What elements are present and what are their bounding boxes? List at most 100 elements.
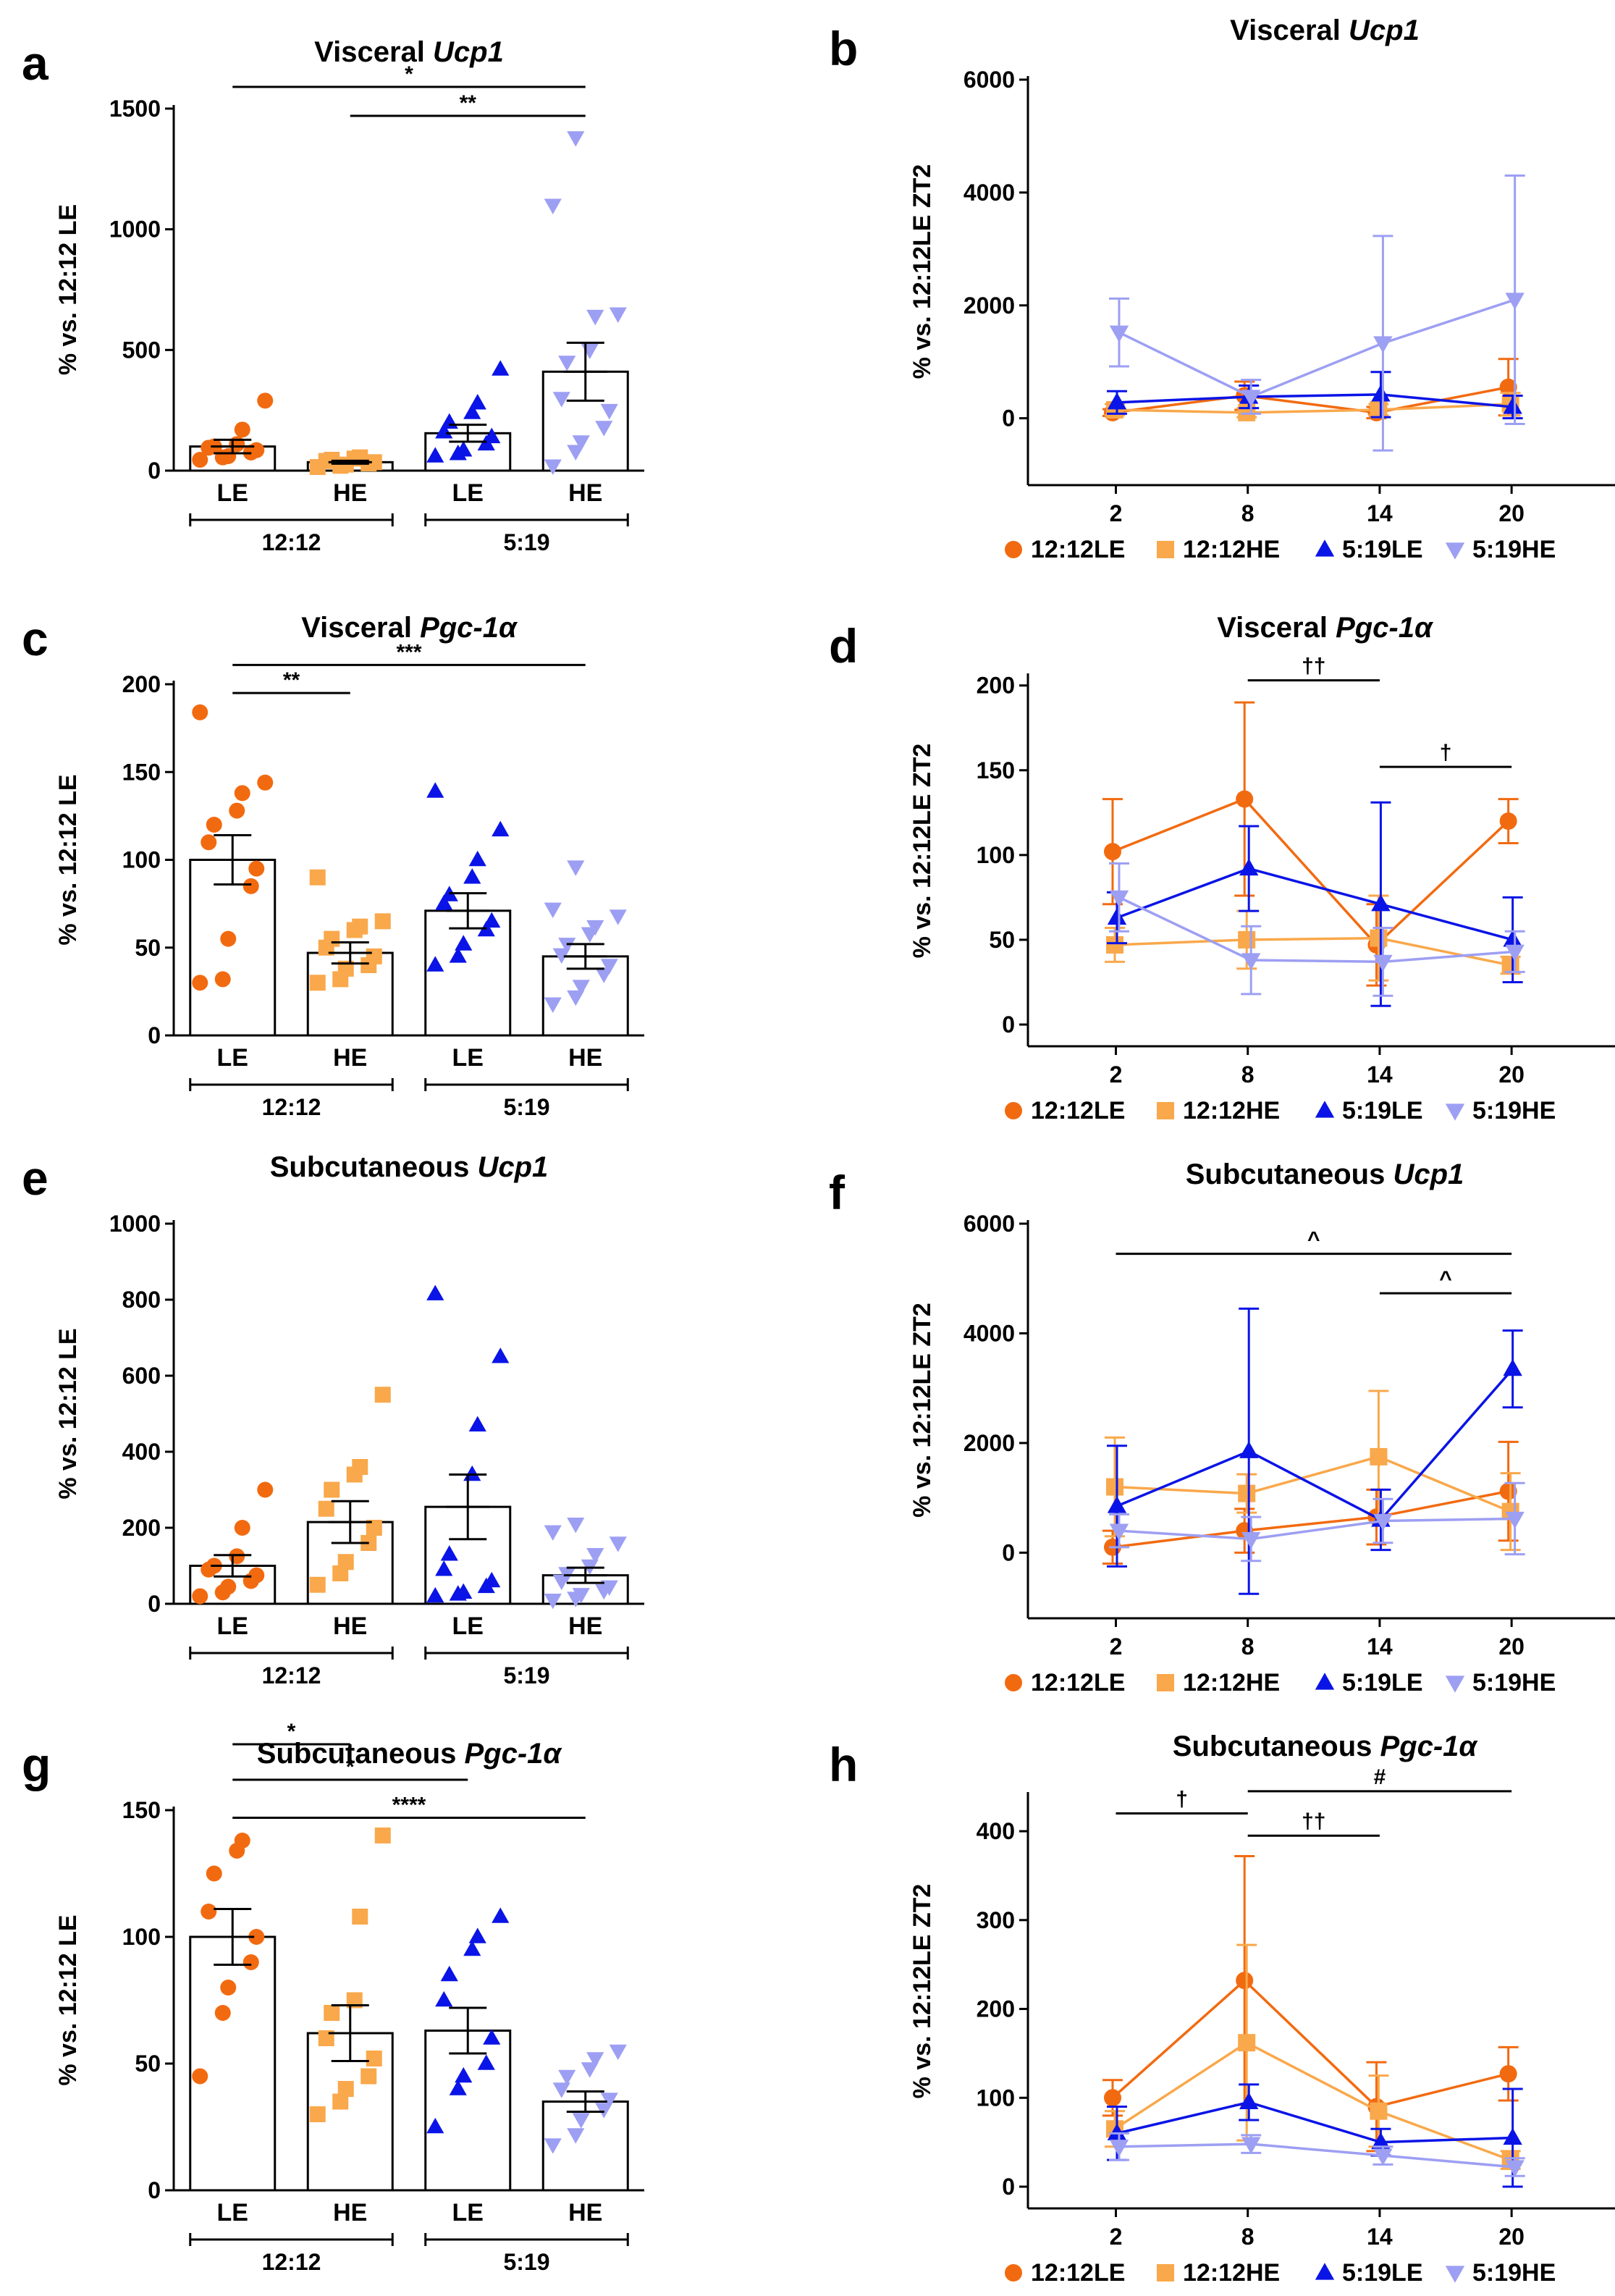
group-label: 12:12 xyxy=(262,1094,321,1120)
data-point xyxy=(552,2082,570,2098)
chart-title: Visceral Pgc-1α xyxy=(1217,612,1434,644)
data-point xyxy=(1103,843,1121,861)
data-point xyxy=(309,1576,326,1593)
legend-marker xyxy=(1005,1674,1022,1691)
x-tick-label: 14 xyxy=(1367,2224,1393,2250)
category-label: HE xyxy=(568,1612,602,1640)
series-line xyxy=(1116,393,1513,408)
legend-marker xyxy=(1315,1101,1335,1118)
panel-label: c xyxy=(22,612,49,665)
data-point xyxy=(214,971,231,988)
data-point xyxy=(257,1481,274,1498)
data-point xyxy=(234,421,250,438)
data-point xyxy=(435,894,453,910)
chart-title-gene: Ucp1 xyxy=(1393,1158,1464,1190)
panel-label: b xyxy=(829,22,858,75)
data-point xyxy=(581,343,599,359)
data-point xyxy=(332,2093,349,2110)
y-tick-label: 200 xyxy=(977,1996,1015,2022)
x-tick-label: 2 xyxy=(1110,1633,1123,1660)
category-label: HE xyxy=(333,1612,367,1640)
category-label: HE xyxy=(333,1044,367,1072)
y-axis-label: % vs. 12:12 LE xyxy=(54,774,82,945)
data-point xyxy=(1236,790,1254,808)
data-point xyxy=(337,2081,354,2097)
data-point xyxy=(455,1583,473,1599)
data-point xyxy=(483,2029,501,2045)
panel-label: g xyxy=(22,1738,51,1791)
chart-title-gene: Ucp1 xyxy=(477,1151,548,1183)
chart-title-prefix: Subcutaneous xyxy=(270,1151,478,1183)
data-point xyxy=(1239,1441,1259,1458)
data-point xyxy=(586,309,604,326)
data-point xyxy=(609,307,627,323)
data-point xyxy=(206,1865,222,1882)
panel-c: c Visceral Pgc-1α 0 50 100 150 200 % vs. 12:12 … xyxy=(22,612,644,1120)
data-point xyxy=(492,1347,510,1363)
data-point xyxy=(1503,397,1522,414)
chart-title-gene: Ucp1 xyxy=(433,36,504,68)
y-tick-label: 150 xyxy=(122,759,161,785)
data-point xyxy=(1373,954,1393,972)
data-point xyxy=(248,860,265,877)
data-point xyxy=(463,1465,481,1481)
data-point xyxy=(492,360,510,376)
y-tick-label: 0 xyxy=(1002,405,1015,432)
bar xyxy=(424,909,512,1037)
legend-label: 12:12HE xyxy=(1183,1669,1280,1696)
data-point xyxy=(248,1929,265,1945)
legend-marker xyxy=(1445,1103,1465,1121)
series-line xyxy=(1116,1368,1514,1522)
category-label: HE xyxy=(333,2199,367,2226)
data-point xyxy=(229,802,245,819)
data-point xyxy=(567,1517,585,1534)
data-point xyxy=(468,394,486,410)
series-line xyxy=(1112,1489,1509,1549)
data-point xyxy=(440,1965,458,1982)
significance-label: # xyxy=(1374,1765,1386,1789)
chart-title-gene: Pgc-1α xyxy=(1336,612,1434,644)
significance-label: † xyxy=(1176,1788,1188,1812)
data-point xyxy=(544,902,562,919)
data-point xyxy=(449,947,467,963)
category-label: HE xyxy=(568,479,602,507)
series-line xyxy=(1118,1517,1515,1541)
data-point xyxy=(324,2005,340,2021)
legend-marker xyxy=(1315,539,1335,557)
legend-marker xyxy=(1157,2264,1174,2282)
group-label: 12:12 xyxy=(262,1662,321,1689)
y-tick-label: 4000 xyxy=(963,1320,1015,1346)
data-point xyxy=(201,834,217,851)
data-point xyxy=(243,1954,259,1970)
y-tick-label: 400 xyxy=(122,1439,161,1465)
x-tick-label: 2 xyxy=(1110,1061,1123,1088)
data-point xyxy=(449,2080,467,2095)
category-label: LE xyxy=(452,2199,484,2226)
bar xyxy=(424,2030,512,2192)
category-label: LE xyxy=(452,1044,484,1072)
significance-label: **** xyxy=(392,1794,426,1817)
data-point xyxy=(463,403,481,419)
data-point xyxy=(1109,325,1129,342)
data-point xyxy=(586,1547,604,1564)
chart-title-gene: Pgc-1α xyxy=(1380,1731,1478,1762)
group-label: 12:12 xyxy=(262,2249,321,2275)
data-point xyxy=(463,1940,481,1956)
data-point xyxy=(248,442,265,458)
data-point xyxy=(552,392,570,408)
data-point xyxy=(248,1567,265,1584)
category-label: HE xyxy=(568,2199,602,2226)
y-tick-label: 100 xyxy=(977,2085,1015,2111)
panel-d: d Visceral Pgc-1α 0 50 100 150 200 % vs. 12:12L… xyxy=(829,612,1615,1124)
data-point xyxy=(366,2051,382,2066)
data-point xyxy=(1505,944,1525,962)
x-tick-label: 8 xyxy=(1241,1061,1255,1088)
data-point xyxy=(455,935,473,951)
y-axis-label: % vs. 12:12LE ZT2 xyxy=(908,744,936,959)
data-point xyxy=(243,878,259,894)
data-point xyxy=(572,1588,590,1604)
y-tick-label: 1000 xyxy=(109,1211,161,1237)
data-point xyxy=(1238,2034,1256,2052)
group-label: 5:19 xyxy=(503,1094,549,1120)
legend-label: 5:19HE xyxy=(1472,1669,1556,1696)
